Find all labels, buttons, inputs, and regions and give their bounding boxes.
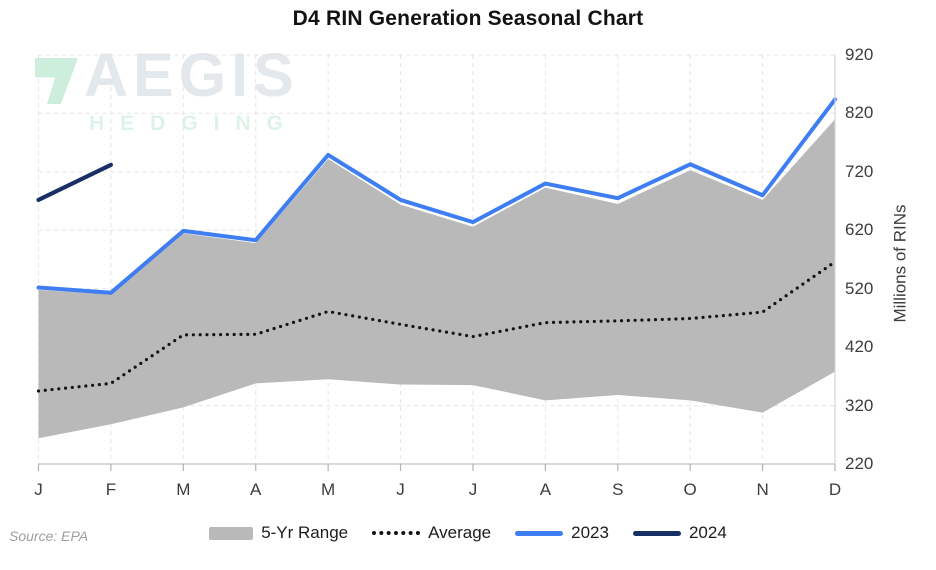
source-note: Source: EPA: [9, 528, 89, 544]
range-swatch-icon: [209, 526, 254, 540]
x-tick-label: J: [468, 480, 478, 499]
x-tick-label: A: [250, 480, 262, 499]
legend-label: Average: [428, 523, 492, 542]
y-tick-label: 820: [845, 103, 874, 123]
y-tick-label: 620: [845, 220, 874, 240]
legend-item-2023: 2023: [515, 523, 609, 543]
y-tick-label: 520: [845, 278, 874, 298]
legend-label: 2023: [571, 523, 609, 542]
y-tick-label: 220: [845, 454, 874, 473]
navy-line-swatch-icon: [632, 530, 681, 536]
line-2023: [36, 97, 837, 295]
y-tick-label: 420: [845, 337, 874, 357]
x-tick-label: D: [828, 480, 842, 499]
y-tick-label: 720: [845, 161, 874, 181]
x-tick-label: J: [34, 480, 43, 499]
x-tick-label: J: [396, 480, 405, 499]
watermark-sub-text: HEDGING: [89, 112, 300, 135]
dotted-line-swatch-icon: [372, 531, 421, 535]
x-tick-label: M: [176, 480, 191, 499]
legend: 5-Yr Range Average 2023 2024: [0, 523, 936, 543]
x-tick-label: M: [321, 480, 336, 499]
legend-label: 2024: [688, 523, 727, 542]
x-tick-label: A: [539, 480, 552, 499]
band-5yr-range: [38, 119, 835, 439]
legend-label: 5-Yr Range: [261, 523, 349, 542]
y-tick-label: 320: [845, 395, 874, 415]
x-tick-label: F: [105, 480, 117, 499]
axis-ticks: [37, 464, 836, 471]
line-2024: [36, 162, 114, 203]
chart-title: D4 RIN Generation Seasonal Chart: [292, 7, 644, 30]
legend-item-2024: 2024: [632, 523, 727, 543]
x-tick-label: S: [612, 480, 624, 499]
average-line: [36, 260, 837, 393]
legend-item-average: Average: [372, 523, 491, 543]
y-tick-label: 920: [845, 45, 874, 64]
y-axis-title: Millions of RINs: [890, 204, 910, 323]
x-tick-label: O: [683, 480, 697, 499]
x-tick-label: N: [756, 480, 769, 499]
legend-item-5yr-range: 5-Yr Range: [209, 523, 348, 543]
blue-line-swatch-icon: [515, 530, 564, 536]
